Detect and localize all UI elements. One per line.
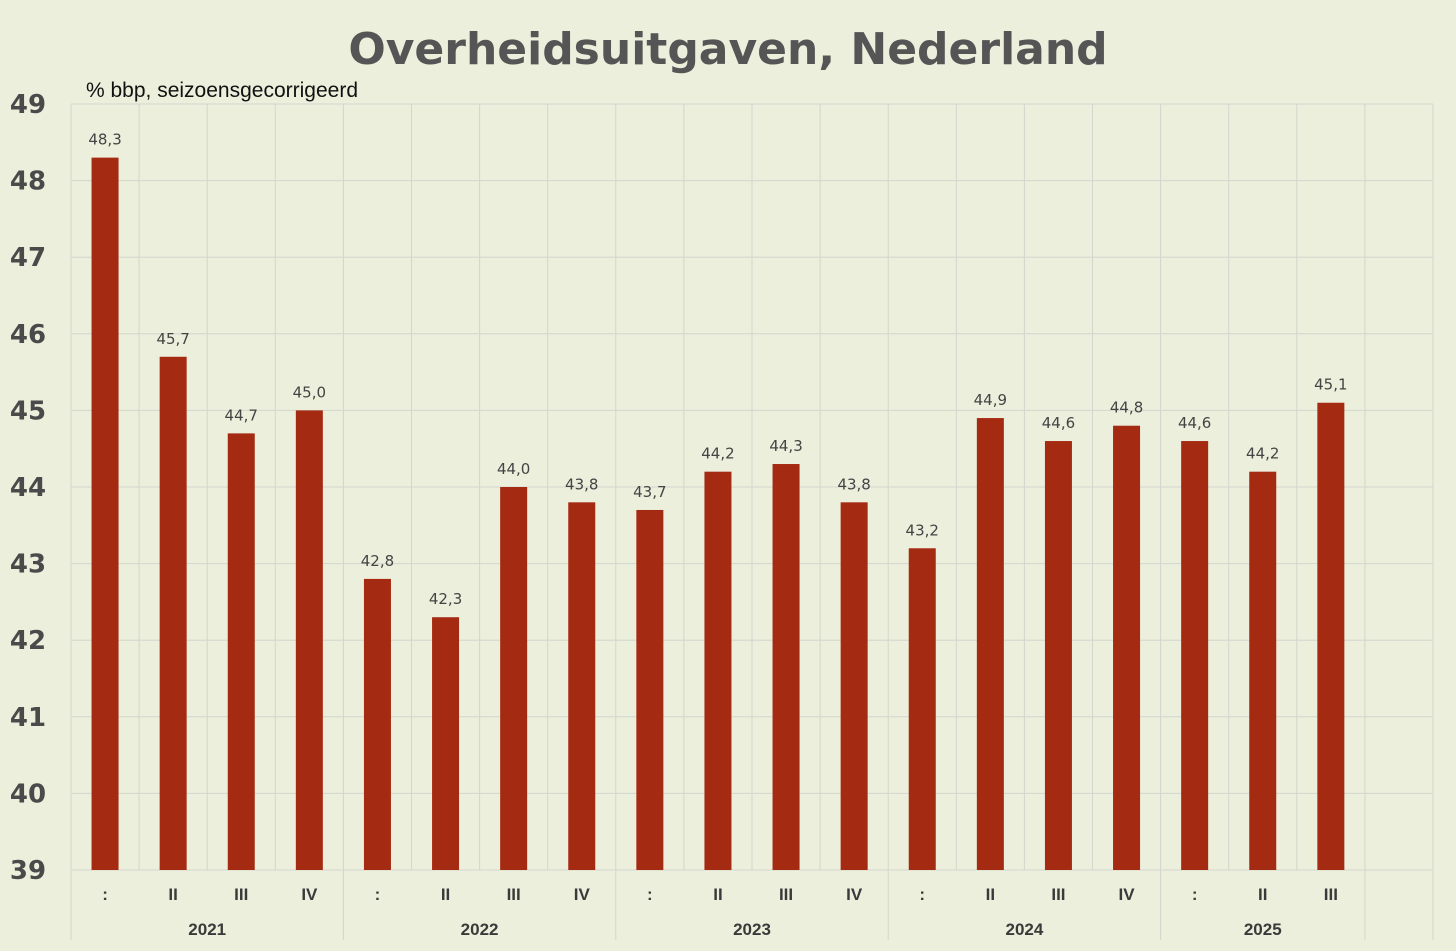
data-label: 44,2 [701, 445, 734, 463]
y-tick-label: 41 [10, 703, 46, 733]
bar [159, 356, 187, 870]
x-tick-label: : [102, 885, 108, 904]
x-tick-label: III [1324, 885, 1338, 904]
bar [568, 502, 596, 870]
bar [363, 578, 391, 870]
x-tick-label: : [375, 885, 381, 904]
y-tick-label: 48 [10, 167, 46, 197]
bar [1317, 402, 1345, 870]
bar [772, 464, 800, 870]
data-label: 45,7 [156, 330, 189, 348]
x-group-label: 2024 [1005, 920, 1043, 939]
data-label: 42,3 [429, 590, 462, 608]
data-label: 44,0 [497, 460, 530, 478]
x-tick-label: IV [301, 885, 318, 904]
x-tick-label: II [713, 885, 722, 904]
bar [908, 548, 936, 870]
x-tick-label: III [779, 885, 793, 904]
y-tick-label: 46 [10, 320, 46, 350]
x-tick-label: : [647, 885, 653, 904]
y-tick-label: 49 [10, 90, 46, 120]
x-tick-label: II [986, 885, 995, 904]
bar [1249, 471, 1277, 870]
data-label: 44,9 [974, 391, 1007, 409]
data-label: 43,2 [906, 521, 939, 539]
bar [976, 418, 1004, 870]
x-group-label: 2021 [188, 920, 226, 939]
data-label: 44,7 [225, 406, 258, 424]
x-tick-label: IV [574, 885, 591, 904]
x-group-label: 2022 [461, 920, 499, 939]
data-label: 44,8 [1110, 399, 1143, 417]
data-labels: 48,3 45,7 44,7 45,0 42,8 42,3 44,0 43,8 43,7 44,2… [88, 131, 1347, 609]
bar [636, 509, 664, 870]
data-label: 42,8 [361, 552, 394, 570]
data-label: 44,6 [1042, 414, 1075, 432]
bar [295, 410, 323, 870]
x-tick-label: IV [846, 885, 863, 904]
x-group-label: 2025 [1244, 920, 1282, 939]
y-tick-label: 47 [10, 243, 46, 273]
x-group-label: 2023 [733, 920, 771, 939]
data-label: 44,6 [1178, 414, 1211, 432]
bar [1113, 425, 1141, 870]
x-tick-label: IV [1119, 885, 1136, 904]
data-label: 43,8 [565, 475, 598, 493]
x-tick-label: III [1051, 885, 1065, 904]
x-tick-label: III [507, 885, 521, 904]
data-label: 44,2 [1246, 445, 1279, 463]
y-tick-label: 45 [10, 396, 46, 426]
data-label: 45,1 [1314, 376, 1347, 394]
bar [227, 433, 255, 870]
y-tick-label: 43 [10, 550, 46, 580]
y-axis-label: % bbp, seizoensgecorrigeerd [86, 79, 358, 102]
x-axis: : II III IV: II III IV: II III IV: II III IV: II III20… [70, 870, 1434, 940]
x-tick-label: II [1258, 885, 1267, 904]
data-label: 45,0 [293, 383, 326, 401]
bar [1044, 441, 1072, 870]
bar [91, 157, 119, 870]
gridlines [70, 103, 1434, 871]
bar [432, 617, 460, 870]
bar [500, 487, 528, 870]
y-tick-label: 44 [10, 473, 46, 503]
y-tick-label: 42 [10, 626, 46, 656]
y-axis: 39 40 41 42 43 44 45 46 47 48 49 [10, 90, 46, 886]
x-tick-label: II [441, 885, 450, 904]
chart-title: Overheidsuitgaven, Nederland [348, 24, 1107, 75]
x-tick-label: II [168, 885, 177, 904]
bars [91, 157, 1345, 870]
x-tick-label: : [919, 885, 925, 904]
data-label: 44,3 [769, 437, 802, 455]
data-label: 43,7 [633, 483, 666, 501]
bar [840, 502, 868, 870]
x-tick-label: : [1192, 885, 1198, 904]
y-tick-label: 39 [10, 856, 46, 886]
data-label: 48,3 [88, 131, 121, 149]
y-tick-label: 40 [10, 779, 46, 809]
bar [704, 471, 732, 870]
data-label: 43,8 [837, 475, 870, 493]
x-tick-label: III [234, 885, 248, 904]
bar [1181, 441, 1209, 870]
